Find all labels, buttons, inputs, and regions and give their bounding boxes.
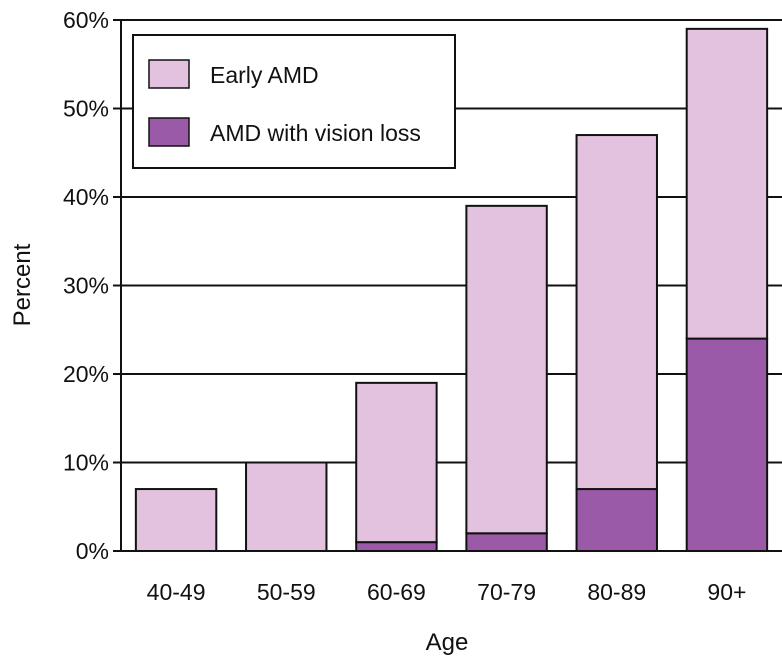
bar-segment-amd-vision-loss [575,488,658,552]
y-tick-label: 60% [63,7,109,33]
legend: Early AMD AMD with vision loss [132,34,456,169]
y-tick-label: 50% [63,96,109,122]
x-tick-label: 90+ [707,579,746,605]
x-tick-labels: 40-49 50-59 60-69 70-79 80-89 90+ [147,579,747,605]
y-tick-label: 30% [63,273,109,299]
x-axis-label: Age [426,629,469,656]
x-tick-label: 70-79 [477,579,536,605]
bar-segment-early-amd [355,381,438,544]
bar-segment-amd-vision-loss [685,337,769,552]
y-tick-labels: 0% 10% 20% 30% 40% 50% 60% [63,7,121,564]
legend-label-amd-vision-loss: AMD with vision loss [210,120,421,146]
bar-segment-early-amd [245,461,328,552]
y-tick-label: 0% [76,538,109,564]
bar-segment-early-amd [575,134,658,491]
bar-segment-early-amd [134,488,218,552]
legend-box [132,34,456,169]
bar-segment-amd-vision-loss [465,532,548,552]
x-tick-label: 60-69 [367,579,426,605]
bar-segment-early-amd [465,204,548,535]
bar-segment-early-amd [685,27,769,340]
y-axis-label: Percent [9,243,36,326]
x-tick-label: 80-89 [587,579,646,605]
legend-swatch-early-amd [148,59,190,89]
x-tick-label: 50-59 [257,579,316,605]
x-tick-label: 40-49 [147,579,206,605]
y-tick-label: 10% [63,450,109,476]
legend-label-early-amd: Early AMD [210,62,319,88]
y-tick-label: 40% [63,184,109,210]
bars [134,27,769,553]
legend-swatch-amd-vision-loss [148,117,190,147]
bar-segment-amd-vision-loss [355,541,438,553]
y-tick-label: 20% [63,361,109,387]
